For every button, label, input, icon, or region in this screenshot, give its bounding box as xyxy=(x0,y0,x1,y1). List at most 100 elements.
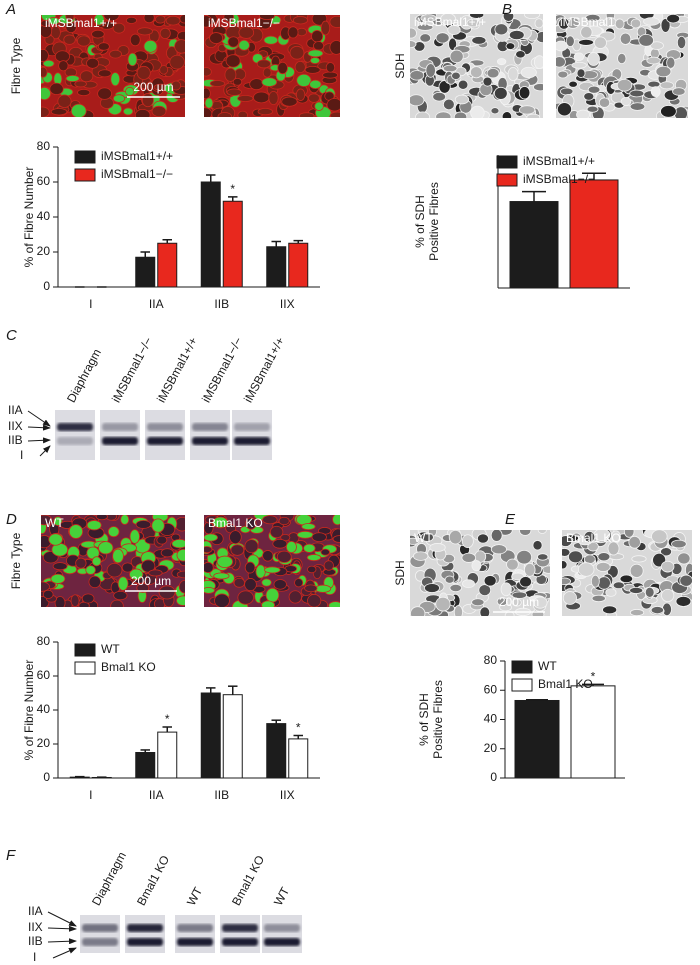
fibre-cell xyxy=(272,538,288,549)
fibre-cell xyxy=(214,593,230,607)
x-tick-label: IIX xyxy=(280,297,295,311)
fibre-cell xyxy=(287,26,299,39)
fibre-cell xyxy=(660,560,675,573)
fibre-cell xyxy=(103,15,120,22)
fibre-cell xyxy=(646,56,661,65)
fibre-cell xyxy=(204,586,216,594)
fibre-cell xyxy=(533,596,548,609)
y-tick-label: 80 xyxy=(37,634,51,648)
fibre-cell xyxy=(518,86,531,100)
x-tick-label: IIX xyxy=(280,788,295,802)
blot-lane xyxy=(262,915,302,953)
band-label: IIX xyxy=(8,419,23,433)
fibre-cell xyxy=(556,102,572,117)
fibre-cell xyxy=(233,577,246,588)
fibre-cell xyxy=(619,574,634,584)
error-bar xyxy=(140,749,150,753)
y-tick-label: 80 xyxy=(37,139,51,153)
fibre-cell xyxy=(556,56,566,68)
cells xyxy=(204,515,340,607)
bar xyxy=(266,246,287,288)
fibre-cell xyxy=(230,544,245,556)
cells xyxy=(41,515,185,607)
fibre-cell xyxy=(273,579,287,590)
fibre-cell xyxy=(269,525,284,539)
fibre-cell xyxy=(238,26,255,39)
blot-lane xyxy=(100,410,140,460)
fibre-cell xyxy=(591,594,606,603)
fibre-cell xyxy=(410,27,417,39)
fibre-cell xyxy=(169,54,185,70)
fibre-cell xyxy=(533,83,543,92)
blot-band xyxy=(127,924,163,932)
fibre-cell xyxy=(158,585,176,600)
fibre-cell xyxy=(41,106,50,117)
fibre-cell xyxy=(629,609,645,616)
blot-band xyxy=(222,924,258,932)
fibre-cell xyxy=(329,40,340,55)
fibre-cell xyxy=(580,25,593,39)
fibre-cell xyxy=(88,575,101,589)
panel-label: A xyxy=(5,1,16,18)
bar xyxy=(135,256,156,288)
fibre-cell xyxy=(537,530,547,534)
fibre-cell xyxy=(523,14,541,20)
legend-swatch xyxy=(511,660,533,674)
fibre-cell xyxy=(306,554,322,562)
fibre-cell xyxy=(237,94,254,102)
band-label: IIB xyxy=(28,934,43,948)
micrograph-label: Bmal1 KO xyxy=(566,531,621,545)
x-tick-label: I xyxy=(89,297,92,311)
fibre-cell xyxy=(677,552,691,565)
fibre-cell xyxy=(294,578,304,588)
error-bar xyxy=(162,726,172,733)
blot-band xyxy=(234,423,270,431)
bar xyxy=(509,201,559,289)
micrograph-row-label: Fibre Type xyxy=(9,37,23,94)
blot-band xyxy=(57,423,93,431)
fibre-cell xyxy=(520,66,537,79)
fibre-cell xyxy=(526,113,541,118)
y-tick-label: 20 xyxy=(37,736,51,750)
fibre-cell xyxy=(562,591,577,605)
fibre-cell xyxy=(583,554,596,564)
fibre-cell xyxy=(605,588,617,597)
fibre-cell xyxy=(178,579,185,594)
fibre-cell xyxy=(505,42,516,50)
fibre-cell xyxy=(524,562,536,577)
y-axis-label: Positive Fibres xyxy=(427,182,441,261)
fibre-cell xyxy=(469,14,485,19)
fibre-cell xyxy=(577,562,595,577)
micrograph xyxy=(562,530,692,616)
fibre-cell xyxy=(557,70,569,79)
fibre-cell xyxy=(502,14,515,22)
fibre-cell xyxy=(204,533,218,542)
fibre-cell xyxy=(151,518,165,533)
fibre-cell xyxy=(587,85,601,94)
micrograph xyxy=(41,515,185,607)
fibre-cell xyxy=(263,35,279,45)
fibre-cell xyxy=(676,35,687,50)
fibre-cell xyxy=(438,80,451,94)
blot-lane xyxy=(145,410,185,460)
fibre-cell xyxy=(466,18,480,28)
blot-band xyxy=(177,938,213,946)
blot-band xyxy=(192,423,228,431)
error-bar xyxy=(582,172,606,180)
blot-lane xyxy=(232,410,272,460)
fibre-cell xyxy=(562,548,571,557)
bar xyxy=(200,692,221,779)
fibre-cell xyxy=(329,111,340,117)
band-label: IIA xyxy=(28,904,43,918)
fibre-cell xyxy=(490,107,500,115)
fibre-cell xyxy=(461,552,477,563)
fibre-cell xyxy=(595,561,611,572)
fibre-cell xyxy=(53,516,63,526)
blot-band xyxy=(102,423,138,431)
fibre-cell xyxy=(593,36,607,49)
fibre-cell xyxy=(666,14,681,24)
blot-band xyxy=(264,938,300,946)
blot-band xyxy=(192,437,228,445)
fibre-cell xyxy=(671,539,687,549)
fibre-cell xyxy=(590,574,600,588)
